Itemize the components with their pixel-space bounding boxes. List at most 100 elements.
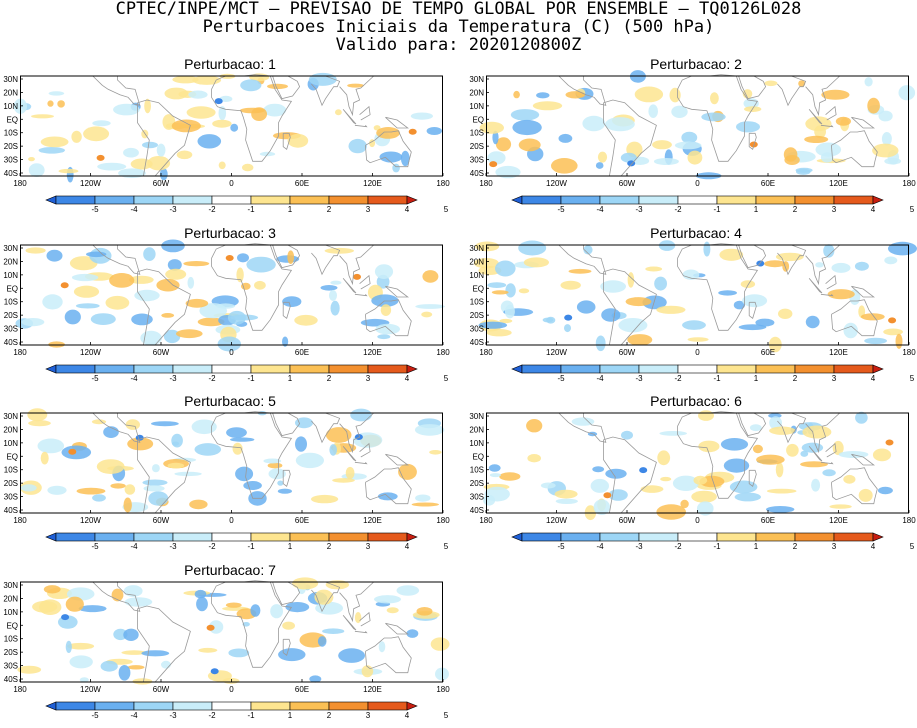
latitude-tick-label: 10S bbox=[4, 466, 18, 475]
latitude-tick-label: 20S bbox=[4, 648, 18, 657]
colorbar-tick-label: 1 bbox=[288, 205, 293, 214]
colorbar: -5 -4 -3 -2 -1 1 2 3 4 5 bbox=[45, 532, 449, 551]
colorbar-tick-label: 4 bbox=[871, 374, 876, 383]
colorbar-tick-label: -4 bbox=[596, 205, 604, 214]
colorbar-tick-label: -5 bbox=[557, 205, 565, 214]
valid-time: Valido para: 2020120800Z bbox=[335, 35, 582, 55]
latitude-tick-label: 30N bbox=[469, 75, 484, 84]
latitude-tick-label: 20S bbox=[470, 479, 484, 488]
latitude-tick-label: 30S bbox=[470, 493, 484, 502]
colorbar-tick-label: 3 bbox=[366, 711, 371, 720]
latitude-tick-label: 20S bbox=[4, 311, 18, 320]
colorbar-tick-label: -4 bbox=[596, 542, 604, 551]
colorbar-tick-label: -4 bbox=[596, 374, 604, 383]
latitude-tick-label: 40S bbox=[4, 169, 18, 178]
latitude-tick-label: 40S bbox=[4, 506, 18, 515]
colorbar-tick-label: 5 bbox=[910, 374, 915, 383]
colorbar-tick-label: 5 bbox=[910, 542, 915, 551]
longitude-tick-label: 60W bbox=[619, 348, 636, 357]
longitude-tick-label: 0 bbox=[695, 516, 700, 525]
latitude-tick-label: 30N bbox=[469, 412, 484, 421]
colorbar-tick-label: -3 bbox=[169, 374, 177, 383]
longitude-tick-label: 60W bbox=[619, 516, 636, 525]
colorbar-tick-label: 2 bbox=[327, 542, 332, 551]
longitude-tick-label: 120W bbox=[546, 516, 567, 525]
colorbar-tick-label: -3 bbox=[635, 374, 643, 383]
colorbar-tick-label: -1 bbox=[713, 542, 721, 551]
colorbar-tick-label: 1 bbox=[754, 542, 759, 551]
longitude-tick-label: 120E bbox=[363, 179, 382, 188]
colorbar-tick-label: 3 bbox=[366, 205, 371, 214]
colorbar: -5 -4 -3 -2 -1 1 2 3 4 5 bbox=[511, 195, 915, 214]
latitude-tick-label: 10N bbox=[3, 271, 18, 280]
longitude-tick-label: 120E bbox=[363, 348, 382, 357]
colorbar-tick-label: 3 bbox=[832, 542, 837, 551]
colorbar-tick-label: -5 bbox=[557, 542, 565, 551]
colorbar-tick-label: -2 bbox=[674, 374, 682, 383]
longitude-tick-label: 60E bbox=[295, 685, 309, 694]
longitude-tick-label: 120W bbox=[546, 348, 567, 357]
colorbar-tick-label: -4 bbox=[130, 205, 138, 214]
longitude-tick-label: 120W bbox=[80, 179, 101, 188]
longitude-tick-label: 60W bbox=[153, 179, 170, 188]
longitude-tick-label: 120E bbox=[363, 685, 382, 694]
longitude-tick-label: 60E bbox=[761, 179, 775, 188]
colorbar-tick-label: 2 bbox=[793, 205, 798, 214]
longitude-tick-label: 60W bbox=[153, 685, 170, 694]
colorbar-tick-label: -2 bbox=[674, 542, 682, 551]
latitude-tick-label: 30S bbox=[4, 156, 18, 165]
longitude-tick-label: 180 bbox=[902, 179, 916, 188]
latitude-tick-label: 20S bbox=[4, 479, 18, 488]
latitude-tick-label: 10N bbox=[469, 271, 484, 280]
colorbar-tick-label: 3 bbox=[832, 374, 837, 383]
latitude-tick-label: 10S bbox=[470, 298, 484, 307]
colorbar-tick-label: 3 bbox=[366, 374, 371, 383]
colorbar-tick-label: -5 bbox=[91, 542, 99, 551]
colorbar-tick-label: 2 bbox=[327, 711, 332, 720]
panel-title: Perturbacao: 5 bbox=[184, 393, 276, 409]
perturbation-panel: Perturbacao: 6 30N 20N 10N EQ 10S 20S 30S 40S 180… bbox=[466, 393, 917, 559]
latitude-tick-label: 20S bbox=[470, 142, 484, 151]
colorbar-tick-label: 2 bbox=[327, 374, 332, 383]
longitude-tick-label: 120W bbox=[80, 516, 101, 525]
latitude-tick-label: 30N bbox=[3, 244, 18, 253]
colorbar-tick-label: -4 bbox=[130, 374, 138, 383]
longitude-tick-label: 180 bbox=[479, 348, 493, 357]
longitude-tick-label: 120E bbox=[829, 179, 848, 188]
latitude-tick-label: 20N bbox=[3, 257, 18, 266]
latitude-tick-label: 20N bbox=[3, 88, 18, 97]
latitude-tick-label: EQ bbox=[6, 115, 18, 124]
longitude-tick-label: 180 bbox=[479, 516, 493, 525]
latitude-tick-label: 30S bbox=[4, 493, 18, 502]
longitude-tick-label: 120W bbox=[80, 685, 101, 694]
longitude-tick-label: 0 bbox=[695, 179, 700, 188]
panel-title: Perturbacao: 7 bbox=[184, 562, 276, 578]
latitude-tick-label: 10S bbox=[470, 466, 484, 475]
colorbar-tick-label: 5 bbox=[444, 205, 449, 214]
colorbar-tick-label: 1 bbox=[288, 711, 293, 720]
latitude-tick-label: 40S bbox=[470, 338, 484, 347]
latitude-tick-label: 10N bbox=[3, 608, 18, 617]
longitude-tick-label: 60E bbox=[295, 348, 309, 357]
latitude-tick-label: 10S bbox=[470, 129, 484, 138]
longitude-tick-label: 60E bbox=[295, 516, 309, 525]
latitude-tick-label: 10S bbox=[4, 298, 18, 307]
colorbar-tick-label: -5 bbox=[91, 374, 99, 383]
colorbar-tick-label: 5 bbox=[910, 205, 915, 214]
latitude-tick-label: 30N bbox=[3, 75, 18, 84]
panel-title: Perturbacao: 1 bbox=[184, 56, 276, 72]
latitude-tick-label: 40S bbox=[4, 338, 18, 347]
colorbar-tick-label: -1 bbox=[713, 205, 721, 214]
latitude-tick-label: 30S bbox=[470, 325, 484, 334]
latitude-tick-label: EQ bbox=[6, 621, 18, 630]
colorbar-tick-label: 4 bbox=[871, 205, 876, 214]
longitude-tick-label: 60W bbox=[153, 348, 170, 357]
longitude-tick-label: 0 bbox=[229, 179, 234, 188]
latitude-tick-label: EQ bbox=[472, 284, 484, 293]
latitude-tick-label: 30N bbox=[469, 244, 484, 253]
colorbar-tick-label: -1 bbox=[247, 542, 255, 551]
latitude-tick-label: 30S bbox=[470, 156, 484, 165]
colorbar-tick-label: 1 bbox=[754, 205, 759, 214]
latitude-tick-label: EQ bbox=[6, 452, 18, 461]
